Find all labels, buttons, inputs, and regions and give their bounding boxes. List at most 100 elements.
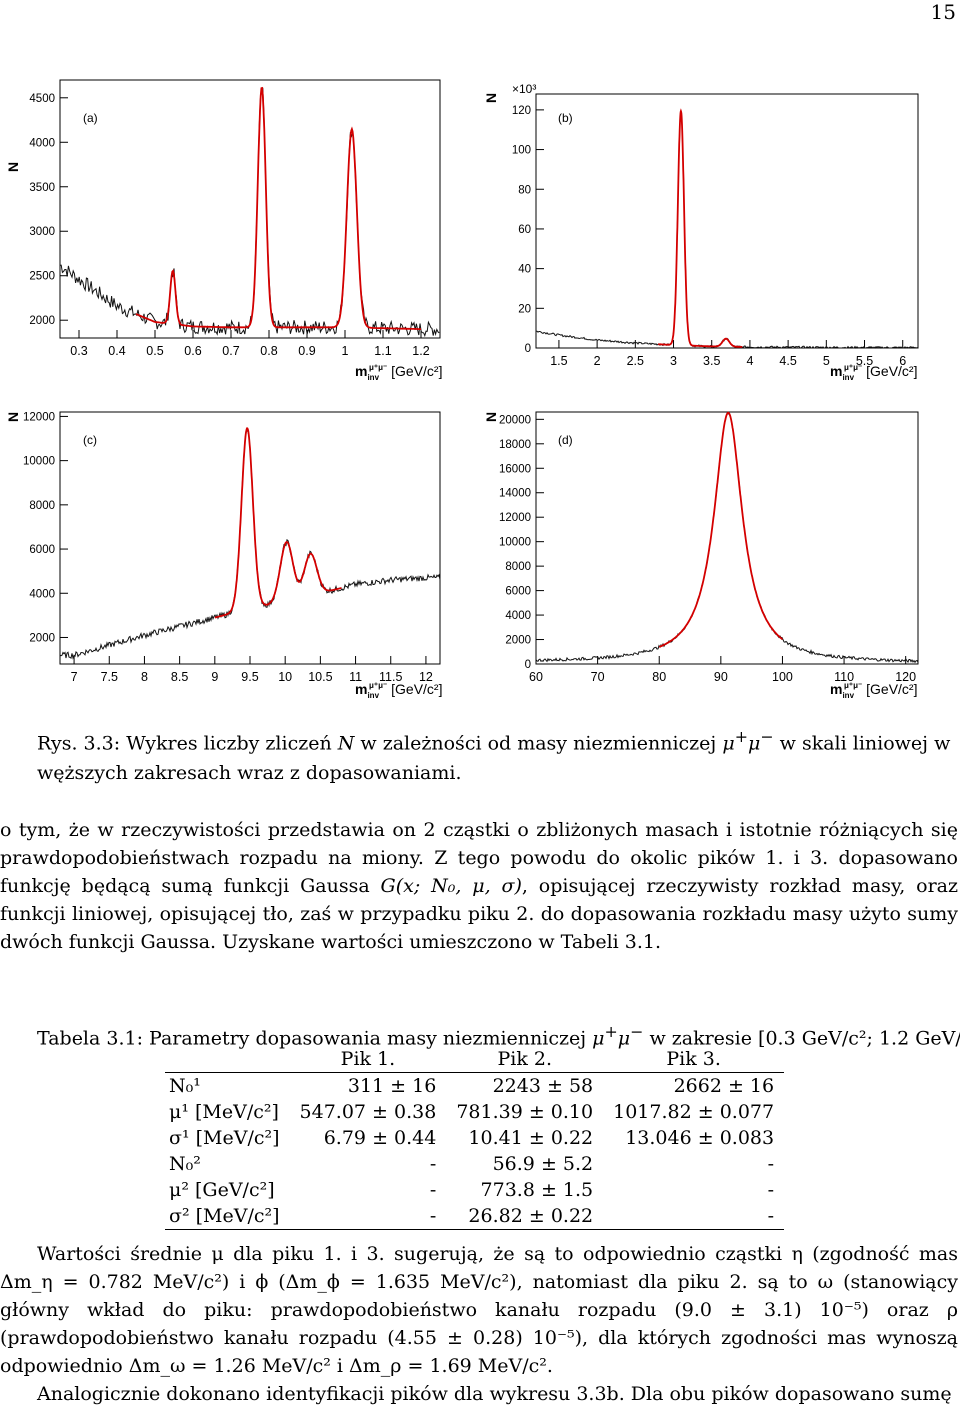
chart-panel-c: N (c) 12000 10000 8000 6000 4000 2000 7 7.5 8 8.5… [5, 411, 442, 700]
y-tick-label: 10000 [499, 537, 531, 549]
x-tick-label: 9 [211, 670, 218, 684]
x-tick-label: 8.5 [171, 670, 188, 684]
x-tick-label: 3 [670, 354, 677, 368]
x-tick-label: 10 [278, 670, 292, 684]
y-tick-label: 40 [518, 264, 531, 276]
x-tick-label: 1.5 [550, 354, 567, 368]
table-row: σ¹ [MeV/c²] 6.79 ± 0.44 10.41 ± 0.22 13.046… [165, 1125, 784, 1151]
table-cell: 6.79 ± 0.44 [323, 1127, 437, 1149]
x-tick-label: 60 [529, 670, 543, 684]
page-number: 15 [930, 0, 956, 24]
table-header: Pik 1. [289, 1046, 447, 1073]
y-tick-label: 3000 [29, 226, 55, 238]
table-caption: Tabela 3.1: Parametry dopasowania masy n… [37, 1022, 960, 1050]
table-row: N₀¹ 311 ± 16 2243 ± 58 2662 ± 16 [165, 1073, 784, 1100]
table-cell: - [429, 1153, 437, 1175]
x-tick-label: 5.5 [856, 354, 873, 368]
y-tick-label: 8000 [29, 500, 55, 512]
table-cell: - [767, 1153, 775, 1175]
x-tick-label: 0.9 [298, 344, 315, 358]
table-cell: 773.8 ± 1.5 [480, 1179, 594, 1201]
x-tick-label: 70 [591, 670, 605, 684]
y-tick-label: 20000 [499, 414, 531, 426]
y-tick-label: 20 [518, 303, 531, 315]
svg-text:minvμ⁺μ⁻ [GeV/c²]: minvμ⁺μ⁻ [GeV/c²] [355, 681, 442, 700]
body-paragraph: Wartości średnie μ dla piku 1. i 3. suge… [0, 1243, 958, 1405]
panel-label: (c) [83, 433, 97, 447]
x-tick-label: 11 [349, 670, 362, 684]
y-exponent: ×10³ [512, 82, 536, 96]
plot-frame [535, 93, 919, 349]
panel-label: (a) [83, 111, 98, 125]
data-histogram-line [59, 87, 440, 338]
table-cell: 26.82 ± 0.22 [446, 1203, 604, 1230]
x-tick-label: 0.4 [108, 344, 125, 358]
y-tick-label: 60 [518, 224, 531, 236]
data-histogram-line [535, 413, 919, 664]
y-tick-label: 0 [525, 659, 531, 671]
y-tick-label: 4500 [29, 93, 55, 105]
y-tick-label: 0 [525, 343, 531, 355]
x-tick-label: 4 [746, 354, 753, 368]
body-paragraph: o tym, że w rzeczywistości przedstawia o… [0, 819, 958, 953]
x-tick-label: 2.5 [627, 354, 644, 368]
table-cell-param: N₀¹ [169, 1075, 201, 1097]
data-histogram-line [59, 429, 441, 660]
svg-text:minvμ⁺μ⁻ [GeV/c²]: minvμ⁺μ⁻ [GeV/c²] [830, 681, 917, 700]
table-cell: - [767, 1179, 775, 1201]
table-cell: 1017.82 ± 0.077 [613, 1101, 775, 1123]
y-tick-label: 120 [512, 105, 531, 117]
panel-label: (d) [558, 433, 573, 447]
table-cell: 56.9 ± 5.2 [492, 1153, 594, 1175]
y-axis-title: N [483, 93, 499, 103]
x-tick-label: 10.5 [308, 670, 332, 684]
x-title: minvμ⁺μ⁻ [GeV/c²] [830, 681, 917, 700]
y-tick-label: 2500 [29, 271, 55, 283]
y-tick-label: 4000 [505, 610, 531, 622]
x-tick-label: 11.5 [379, 670, 402, 684]
x-title: minvμ⁺μ⁻ [GeV/c²] [355, 363, 442, 382]
table-cell: 311 ± 16 [347, 1075, 437, 1097]
x-tick-label: 0.5 [146, 344, 163, 358]
x-tick-label: 9.5 [241, 670, 258, 684]
plot-area: 4500 4000 3500 3000 2500 2000 0.3 0.4 0.5 0.6 0.7 0… [29, 86, 440, 358]
table-header: Pik 3. [603, 1046, 785, 1073]
y-axis-title: N [5, 412, 21, 422]
plot-area: 12000 10000 8000 6000 4000 2000 7 7.5 8 8.5 9 9.5 10… [23, 411, 441, 684]
table-cell-param: μ² [GeV/c²] [169, 1179, 275, 1201]
y-axis-title: N [483, 412, 499, 422]
x-tick-label: 110 [834, 670, 854, 684]
table-cell: - [603, 1203, 785, 1230]
y-tick-label: 12000 [23, 411, 55, 423]
x-tick-label: 8 [141, 670, 148, 684]
x-tick-label: 4.5 [779, 354, 796, 368]
table-cell: - [289, 1203, 447, 1230]
x-tick-label: 2 [594, 354, 601, 368]
x-tick-label: 5 [823, 354, 830, 368]
svg-text:minvμ⁺μ⁻ [GeV/c²]: minvμ⁺μ⁻ [GeV/c²] [355, 363, 442, 382]
x-tick-label: 6 [899, 354, 906, 368]
table-cell: 547.07 ± 0.38 [299, 1101, 437, 1123]
data-histogram-line [535, 112, 919, 349]
plot-area: 2000018000160001400012000100008000600040… [499, 411, 919, 684]
figure-caption: Rys. 3.3: Wykres liczby zliczeń N w zale… [37, 727, 951, 785]
x-title: minvμ⁺μ⁻ [GeV/c²] [355, 681, 442, 700]
y-tick-label: 100 [512, 145, 531, 157]
table-cell: 2662 ± 16 [673, 1075, 775, 1097]
table-header: Pik 2. [446, 1046, 604, 1073]
x-tick-label: 120 [895, 670, 916, 684]
x-tick-label: 1.1 [374, 344, 391, 358]
y-tick-label: 2000 [29, 315, 55, 327]
x-tick-label: 0.6 [184, 344, 201, 358]
fit-curve-line [135, 86, 421, 330]
fit-curve-line [214, 427, 342, 619]
table-cell-param: σ² [MeV/c²] [165, 1203, 290, 1230]
table-cell-param: N₀² [169, 1153, 201, 1175]
x-tick-label: 100 [772, 670, 793, 684]
svg-text:minvμ⁺μ⁻ [GeV/c²]: minvμ⁺μ⁻ [GeV/c²] [830, 363, 917, 382]
chart-panel-b: N ×10³ (b) 120 100 80 60 40 20 0 1.5 2 2.5 3 3.5 4 4.… [483, 82, 919, 382]
x-tick-label: 0.8 [260, 344, 277, 358]
y-tick-label: 14000 [499, 488, 531, 500]
y-tick-label: 6000 [29, 544, 55, 556]
x-tick-label: 1.2 [412, 344, 429, 358]
